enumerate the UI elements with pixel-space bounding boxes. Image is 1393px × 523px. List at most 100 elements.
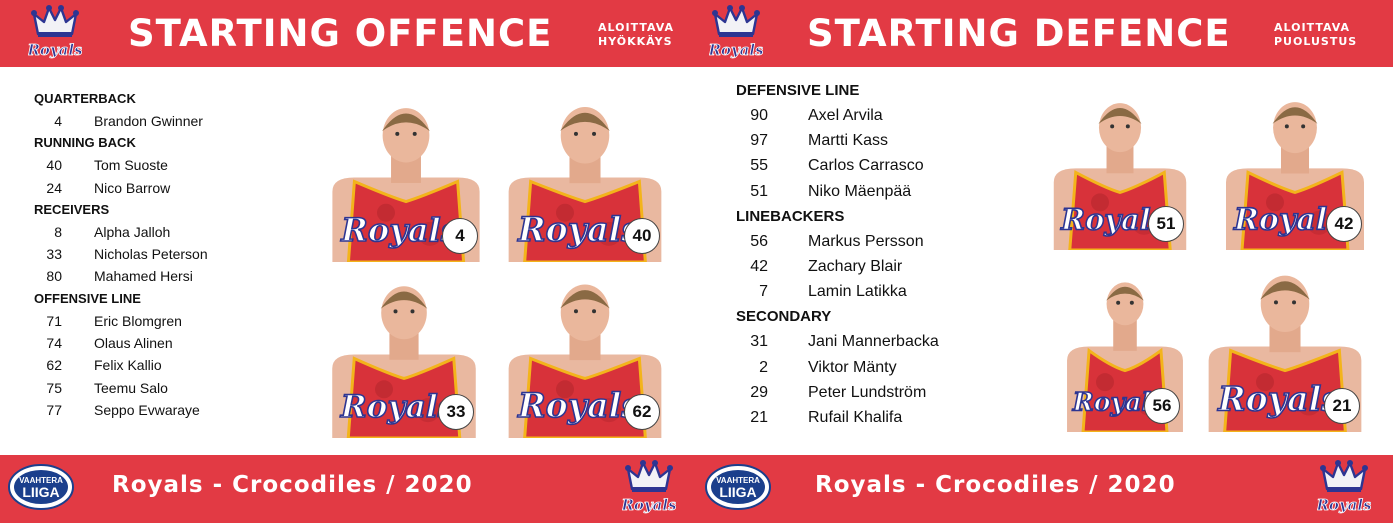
- player-photo-defence-3: Royals 56: [1062, 254, 1188, 432]
- player-photo-offence-4: Royals 62: [502, 264, 668, 438]
- player-number: 33: [46, 246, 62, 263]
- jersey-number-badge: 40: [624, 218, 660, 254]
- jersey-number-badge: 62: [624, 394, 660, 430]
- player-number: 24: [46, 179, 62, 196]
- player-name: Tom Suoste: [94, 157, 168, 174]
- position-heading: LINEBACKERS: [736, 207, 845, 225]
- roster-row: 75 Teemu Salo: [34, 377, 208, 399]
- defence-matchup-text: Royals - Crocodiles / 2020: [815, 472, 1176, 498]
- player-photo-offence-1: Royals 4: [326, 86, 486, 262]
- royals-crest-icon: Royals: [28, 4, 82, 64]
- position-heading: RECEIVERS: [34, 201, 110, 217]
- svg-text:Royals: Royals: [28, 41, 82, 59]
- roster-row: 80 Mahamed Hersi: [34, 265, 208, 287]
- svg-text:Royals: Royals: [622, 496, 676, 514]
- svg-text:Royals: Royals: [1317, 496, 1371, 514]
- player-number: 42: [750, 257, 768, 275]
- svg-text:LIIGA: LIIGA: [719, 484, 756, 500]
- defence-footer-bar: VAAHTERA LIIGA Royals - Crocodiles / 2020…: [703, 455, 1393, 523]
- svg-text:Royals: Royals: [709, 41, 763, 59]
- player-number: 75: [46, 379, 62, 396]
- player-name: Olaus Alinen: [94, 335, 173, 352]
- player-photo-defence-1: Royals 51: [1048, 80, 1192, 250]
- defence-subtitle: ALOITTAVA PUOLUSTUS: [1274, 21, 1357, 49]
- player-number: 29: [750, 383, 768, 401]
- roster-row: 33 Nicholas Peterson: [34, 243, 208, 265]
- roster-row: 24 Nico Barrow: [34, 177, 208, 199]
- defence-subtitle-line2: PUOLUSTUS: [1274, 35, 1358, 48]
- jersey-number-badge: 42: [1326, 206, 1362, 242]
- defence-roster: DEFENSIVE LINE 90 Axel Arvila 97 Martti Kass…: [736, 78, 939, 430]
- jersey-number-badge: 21: [1324, 388, 1360, 424]
- roster-row: 55 Carlos Carrasco: [736, 153, 939, 178]
- player-name: Seppo Evwaraye: [94, 401, 200, 418]
- player-number: 80: [46, 268, 62, 285]
- jersey-number-badge: 4: [442, 218, 478, 254]
- svg-text:Royals: Royals: [517, 210, 640, 249]
- jersey-number-badge: 51: [1148, 206, 1184, 242]
- royals-crest-icon: Royals: [1317, 459, 1371, 519]
- player-name: Felix Kallio: [94, 357, 162, 374]
- position-heading: OFFENSIVE LINE: [34, 290, 141, 306]
- player-number: 56: [750, 232, 768, 250]
- svg-text:Royals: Royals: [1217, 380, 1340, 419]
- svg-text:VAAHTERA: VAAHTERA: [19, 476, 63, 485]
- player-number: 2: [759, 358, 768, 376]
- jersey-number-badge: 33: [438, 394, 474, 430]
- player-photo-offence-2: Royals 40: [502, 86, 668, 262]
- player-name: Alpha Jalloh: [94, 223, 171, 240]
- player-name: Lamin Latikka: [808, 283, 907, 301]
- position-heading: RUNNING BACK: [34, 135, 136, 151]
- roster-row: 90 Axel Arvila: [736, 103, 939, 128]
- roster-row: 7 Lamin Latikka: [736, 279, 939, 304]
- roster-row: 2 Viktor Mänty: [736, 355, 939, 380]
- offence-title: STARTING OFFENCE: [128, 12, 553, 55]
- player-number: 7: [759, 283, 768, 301]
- player-number: 62: [46, 357, 62, 374]
- player-number: 77: [46, 401, 62, 418]
- player-name: Peter Lundström: [808, 383, 927, 401]
- player-number: 4: [54, 113, 62, 129]
- position-heading: DEFENSIVE LINE: [736, 82, 860, 99]
- offence-panel: Royals STARTING OFFENCE ALOITTAVA HYÖKKÄ…: [0, 0, 703, 523]
- roster-row: 42 Zachary Blair: [736, 254, 939, 279]
- defence-header-bar: Royals STARTING DEFENCE ALOITTAVA PUOLUS…: [703, 0, 1393, 67]
- roster-row: 29 Peter Lundström: [736, 380, 939, 405]
- position-heading: QUARTERBACK: [34, 91, 136, 106]
- defence-panel: Royals STARTING DEFENCE ALOITTAVA PUOLUS…: [703, 0, 1393, 523]
- offence-matchup-text: Royals - Crocodiles / 2020: [112, 472, 473, 498]
- royals-crest-icon: Royals: [622, 459, 676, 519]
- player-name: Axel Arvila: [808, 107, 883, 124]
- player-number: 8: [54, 223, 62, 240]
- player-name: Martti Kass: [808, 132, 889, 150]
- player-name: Carlos Carrasco: [808, 157, 924, 175]
- royals-crest-icon: Royals: [709, 4, 763, 64]
- roster-row: 97 Martti Kass: [736, 128, 939, 153]
- roster-row: 71 Eric Blomgren: [34, 310, 208, 332]
- player-number: 55: [750, 157, 768, 175]
- roster-row: 56 Markus Persson: [736, 229, 939, 254]
- player-number: 97: [750, 132, 768, 150]
- roster-row: 62 Felix Kallio: [34, 354, 208, 376]
- roster-row: 74 Olaus Alinen: [34, 332, 208, 354]
- player-name: Nicholas Peterson: [94, 246, 208, 263]
- svg-text:VAAHTERA: VAAHTERA: [716, 476, 760, 485]
- position-heading: SECONDARY: [736, 308, 832, 326]
- roster-row: 31 Jani Mannerbacka: [736, 329, 939, 354]
- player-name: Nico Barrow: [94, 179, 171, 196]
- player-name: Eric Blomgren: [94, 312, 182, 329]
- roster-row: 21 Rufail Khalifa: [736, 405, 939, 430]
- defence-title: STARTING DEFENCE: [807, 12, 1231, 55]
- player-number: 71: [46, 312, 62, 329]
- offence-subtitle: ALOITTAVA HYÖKKÄYS: [598, 21, 674, 49]
- svg-text:Royals: Royals: [517, 386, 640, 425]
- player-name: Markus Persson: [808, 232, 924, 250]
- svg-text:Royals: Royals: [340, 389, 455, 425]
- league-logo-icon: VAAHTERA LIIGA: [705, 463, 771, 511]
- offence-footer-bar: VAAHTERA LIIGA Royals - Crocodiles / 2020…: [0, 455, 703, 523]
- player-photo-defence-2: Royals 42: [1220, 80, 1370, 250]
- player-number: 21: [750, 408, 768, 426]
- player-name: Mahamed Hersi: [94, 268, 193, 285]
- roster-row: 4 Brandon Gwinner: [34, 110, 208, 132]
- roster-row: 40 Tom Suoste: [34, 154, 208, 176]
